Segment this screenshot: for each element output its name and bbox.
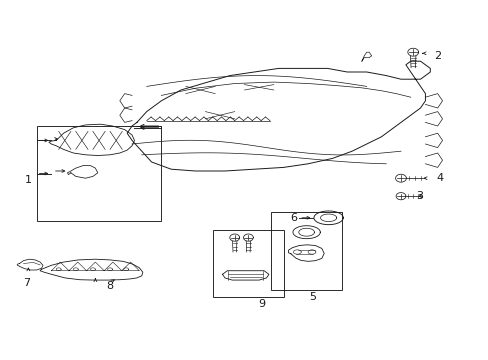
Text: 5: 5: [309, 292, 316, 302]
Text: 8: 8: [106, 281, 113, 291]
Text: 3: 3: [415, 191, 422, 201]
Bar: [212, 230, 283, 297]
Text: 2: 2: [433, 51, 440, 61]
Text: 6: 6: [289, 213, 296, 223]
Text: 1: 1: [25, 175, 32, 185]
Text: 7: 7: [23, 278, 30, 288]
Bar: [37, 126, 161, 221]
Text: 4: 4: [436, 173, 443, 183]
Text: 9: 9: [258, 299, 264, 309]
Bar: [271, 212, 342, 290]
